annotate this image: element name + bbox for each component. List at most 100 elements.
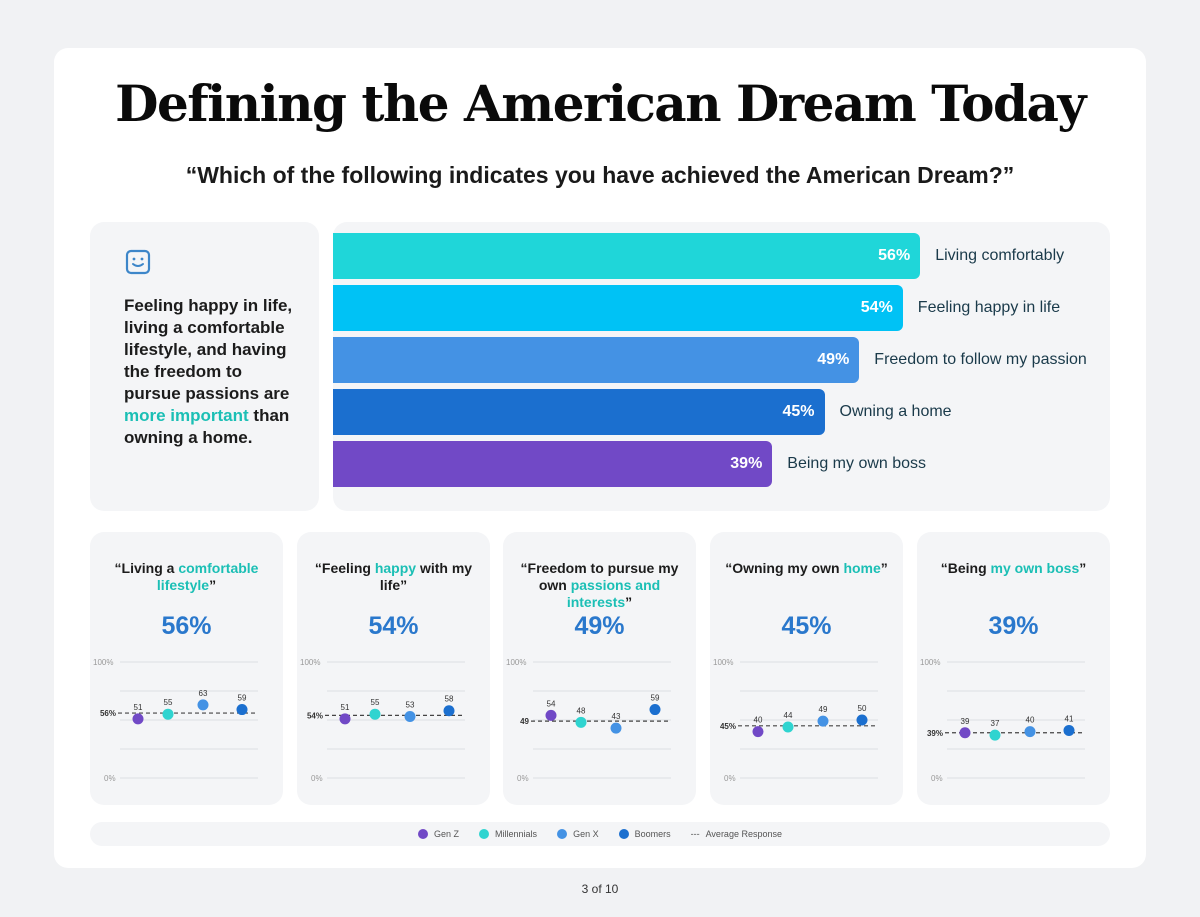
bar-label: Being my own boss (787, 455, 927, 472)
tick-label: 0% (724, 774, 736, 783)
highlight-text: happy (374, 560, 417, 576)
generation-chart: “Owning my own home” 45% 100% 0% 45% 40 44 49 50 (710, 532, 903, 805)
data-point (162, 708, 174, 720)
highlight-text: more important (124, 406, 249, 425)
dot-plot: 100% 0% 45% 40 44 49 50 (713, 658, 878, 783)
average-label: 45% (720, 722, 736, 731)
legend-dot (618, 829, 629, 839)
tick-label: 0% (311, 774, 323, 783)
page-title: Defining the American Dream Today (115, 74, 1086, 133)
legend-label: Gen Z (434, 829, 460, 839)
bar: 56% (333, 233, 921, 279)
tick-label: 100% (506, 658, 526, 667)
average-label: 39% (927, 729, 943, 738)
text-segment: “Being (940, 560, 991, 576)
data-point (1063, 724, 1075, 736)
chart-quote: “Living a comfortable lifestyle” (98, 560, 275, 594)
chart-quote: “Owning my own home” (718, 560, 895, 577)
text-segment: ” (1079, 560, 1087, 576)
data-label: 55 (164, 698, 173, 707)
data-label: 58 (445, 695, 454, 704)
bar-chart: 56% Living comfortably 54% Feeling happy in… (333, 222, 1110, 511)
text-segment: “Feeling (314, 560, 375, 576)
highlight-text: my own boss (990, 560, 1080, 576)
data-point (959, 727, 971, 739)
data-label: 41 (1065, 714, 1074, 723)
highlight-text: home (843, 560, 881, 576)
tick-label: 100% (713, 658, 733, 667)
data-point (197, 699, 209, 711)
dashed-line-marker: --- (690, 829, 700, 839)
bar-label: Freedom to follow my passion (874, 351, 1087, 368)
data-label: 55 (371, 698, 380, 707)
data-point (610, 722, 622, 734)
data-label: 37 (991, 719, 1000, 728)
summary-text: Feeling happy in life, living a comforta… (124, 295, 294, 449)
data-label: 54 (547, 699, 556, 708)
average-label: 54% (307, 711, 323, 720)
text-segment: than owning a home. (124, 406, 290, 447)
text-segment: Feeling happy in life, living a comforta… (124, 296, 293, 403)
data-label: 59 (651, 694, 660, 703)
data-label: 43 (612, 712, 621, 721)
data-label: 49 (819, 705, 828, 714)
bar-label: Living comfortably (935, 247, 1065, 264)
text-segment: “Living a (114, 560, 179, 576)
tick-label: 0% (931, 774, 943, 783)
dot-plot: 100% 0% 39% 39 37 40 41 (920, 658, 1085, 783)
tick-label: 0% (104, 774, 116, 783)
data-point (369, 708, 381, 720)
data-point (132, 713, 144, 725)
generation-chart: “Being my own boss” 39% 100% 0% 39% 39 37 40 41 (917, 532, 1110, 805)
headline-percent: 56% (161, 612, 212, 640)
legend-label: Average Response (705, 829, 782, 839)
chart-quote: “Freedom to pursue my own passions and i… (511, 560, 688, 611)
page-indicator: 3 of 10 (581, 882, 619, 896)
data-label: 44 (784, 711, 793, 720)
headline-percent: 39% (988, 612, 1039, 640)
smiley-face-icon (125, 249, 151, 275)
data-label: 59 (238, 694, 247, 703)
data-point (339, 713, 351, 725)
text-segment: ” (625, 594, 633, 610)
bar: 49% (333, 337, 860, 383)
text-segment: “Owning my own (725, 560, 844, 576)
legend-item: --- Average Response (691, 829, 782, 839)
data-point (575, 716, 587, 728)
legend-label: Millennials (495, 829, 538, 839)
text-segment: with my life” (379, 560, 473, 593)
headline-percent: 49% (574, 612, 625, 640)
headline-percent: 54% (368, 612, 419, 640)
dot-plot: 100% 0% 49 54 48 43 59 (506, 658, 671, 783)
data-point (545, 709, 557, 721)
dot-plot: 100% 0% 56% 51 55 63 59 (93, 658, 258, 783)
bar: 39% (333, 441, 773, 487)
highlight-text: passions and interests (566, 577, 661, 610)
dot-plot: 100% 0% 54% 51 55 53 58 (300, 658, 465, 783)
data-label: 39 (961, 717, 970, 726)
legend-dot (557, 829, 568, 839)
data-point (856, 714, 868, 726)
bar: 54% (333, 285, 903, 331)
legend: Gen Z Millennials Gen X Boomers --- Average R… (90, 822, 1110, 846)
data-label: 40 (1026, 716, 1035, 725)
data-point (649, 704, 661, 716)
tick-label: 100% (93, 658, 113, 667)
data-point (1024, 726, 1036, 738)
average-label: 49 (520, 717, 529, 726)
average-label: 56% (100, 709, 116, 718)
legend-item: Gen Z (418, 829, 459, 839)
data-point (404, 711, 416, 723)
legend-item: Boomers (618, 829, 671, 839)
data-point (989, 729, 1001, 741)
data-point (817, 715, 829, 727)
legend-item: Millennials (479, 829, 537, 839)
chart-quote: “Feeling happy with my life” (305, 560, 482, 594)
generation-chart: “Feeling happy with my life” 54% 100% 0% 54%… (297, 532, 490, 805)
text-segment: ” (880, 560, 888, 576)
headline-percent: 45% (781, 612, 832, 640)
data-label: 50 (858, 704, 867, 713)
data-label: 48 (577, 706, 586, 715)
summary-panel: Feeling happy in life, living a comforta… (90, 222, 319, 511)
data-label: 53 (406, 701, 415, 710)
